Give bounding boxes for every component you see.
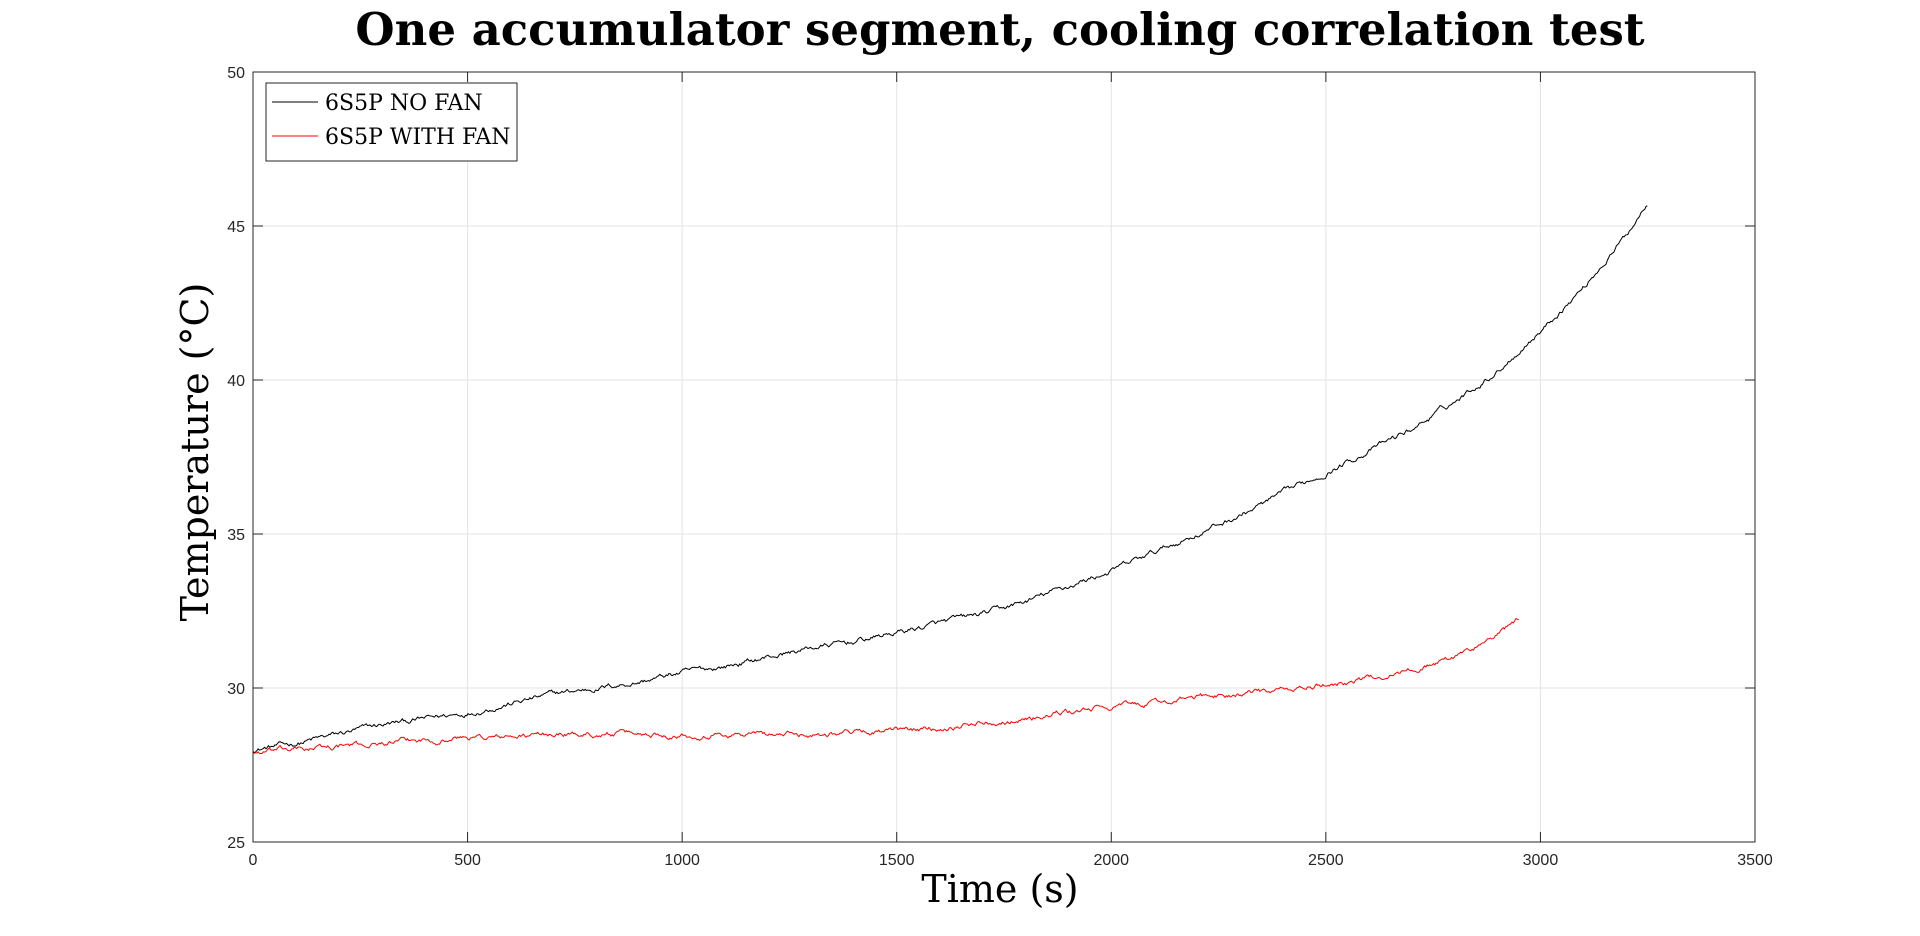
x-tick-label: 500 [454, 852, 481, 869]
y-tick-label: 45 [227, 219, 245, 236]
legend: 6S5P NO FAN 6S5P WITH FAN [265, 82, 518, 162]
series-line [252, 618, 1519, 755]
legend-label: 6S5P NO FAN [325, 91, 483, 116]
x-tick-label: 0 [249, 852, 258, 869]
x-tick-label: 3500 [1737, 852, 1773, 869]
legend-label: 6S5P WITH FAN [325, 125, 511, 150]
chart-title: One accumulator segment, cooling correla… [355, 3, 1644, 56]
legend-box [265, 82, 518, 162]
y-tick-label: 35 [227, 527, 245, 544]
x-axis-label: Time (s) [921, 867, 1078, 911]
grid [252, 71, 1756, 843]
y-tick-label: 40 [227, 373, 245, 390]
y-axis-label: Temperature (°C) [173, 283, 217, 622]
series-layer [252, 205, 1648, 755]
x-tick-label: 2000 [1093, 852, 1129, 869]
y-tick-label: 50 [227, 65, 245, 82]
series-line [252, 205, 1648, 754]
x-tick-label: 1500 [879, 852, 915, 869]
ticks: 0 500 1000 1500 2000 2500 3000 3500 25 30 35 40 45 50 [227, 65, 1773, 869]
x-tick-label: 2500 [1308, 852, 1344, 869]
y-tick-label: 30 [227, 681, 245, 698]
x-tick-label: 1000 [664, 852, 700, 869]
y-tick-label: 25 [227, 835, 245, 852]
axes-box [252, 71, 1756, 843]
x-tick-label: 3000 [1523, 852, 1559, 869]
